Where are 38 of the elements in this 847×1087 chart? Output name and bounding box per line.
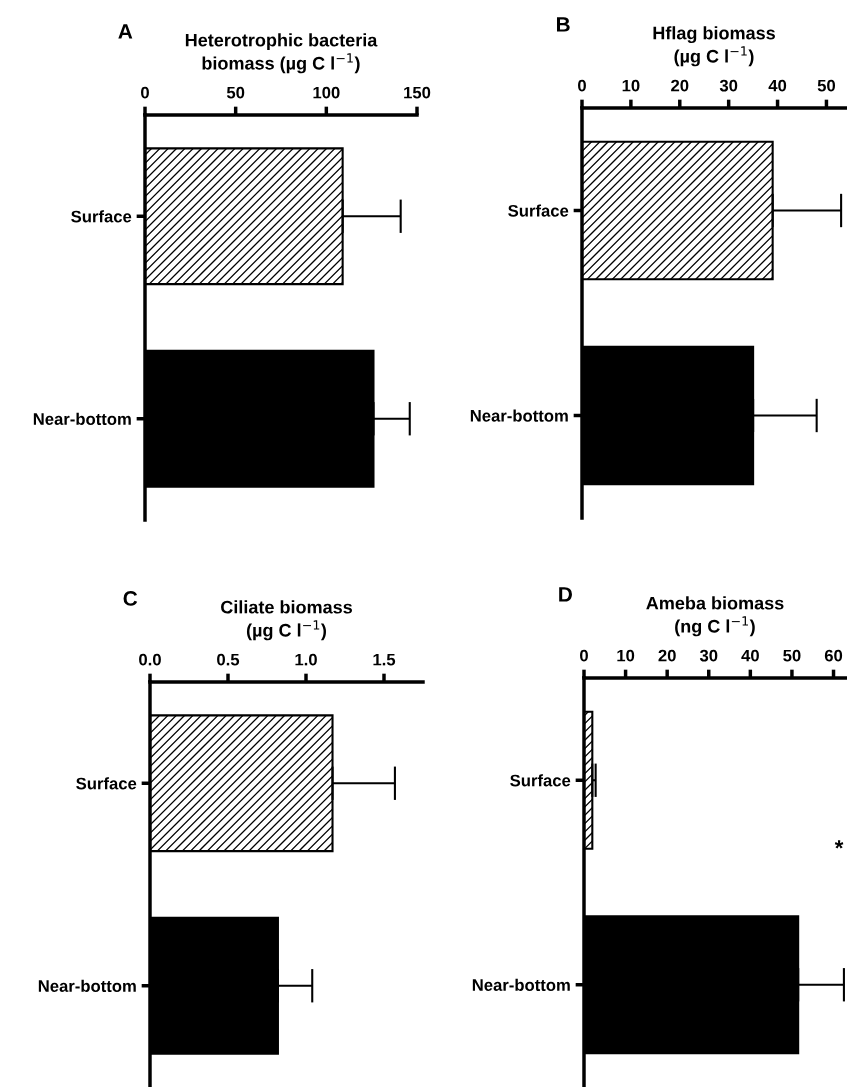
chart-title: C	[123, 591, 138, 606]
x-tick-label: 60	[824, 649, 843, 662]
y-tick-label: Surface	[508, 204, 569, 217]
chart-title: B	[556, 17, 570, 32]
x-tick-label: 0	[578, 79, 586, 92]
x-tick-label: 1.0	[295, 653, 317, 666]
x-tick-label: 40	[741, 649, 759, 662]
y-tick-label: Near-bottom	[472, 978, 570, 991]
x-tick-label: 30	[699, 649, 718, 662]
x-tick-label: 10	[617, 649, 635, 662]
x-axis-title: Heterotrophic bacteria biomass (µg C l$^{−1}$)	[185, 33, 378, 74]
x-tick-label: 50	[783, 649, 801, 662]
y-tick-label: Surface	[71, 210, 132, 223]
x-tick-label: 0.5	[217, 653, 240, 666]
chart-title: A	[118, 24, 133, 39]
x-tick-label: 10	[622, 79, 640, 92]
y-tick-label: Near-bottom	[33, 412, 131, 425]
x-tick-label: 100	[313, 86, 340, 99]
x-tick-label: 20	[671, 79, 689, 92]
x-tick-label: 30	[719, 79, 738, 92]
chart-title: D	[559, 587, 572, 602]
x-axis-title: Ameba biomass (ng C l$^{−1}$)	[646, 596, 784, 637]
y-tick-label: Surface	[510, 774, 571, 787]
x-tick-label: 50	[817, 79, 836, 92]
x-tick-label: 150	[404, 86, 431, 99]
x-axis-title: Hflag biomass (µg C l$^{−1}$)	[653, 26, 775, 67]
annotation: *	[834, 840, 844, 849]
x-axis-title: Ciliate biomass (µg C l$^{−1}$)	[221, 600, 352, 641]
y-tick-label: Near-bottom	[470, 409, 568, 422]
x-tick-label: 0.0	[139, 653, 161, 666]
x-tick-label: 50	[226, 86, 245, 99]
x-tick-label: 0	[580, 649, 588, 662]
x-tick-label: 40	[768, 79, 787, 92]
x-tick-label: 1.5	[373, 653, 396, 666]
y-tick-label: Surface	[76, 777, 137, 790]
y-tick-label: Near-bottom	[38, 979, 136, 992]
x-tick-label: 20	[658, 649, 676, 662]
x-tick-label: 0	[141, 86, 149, 99]
